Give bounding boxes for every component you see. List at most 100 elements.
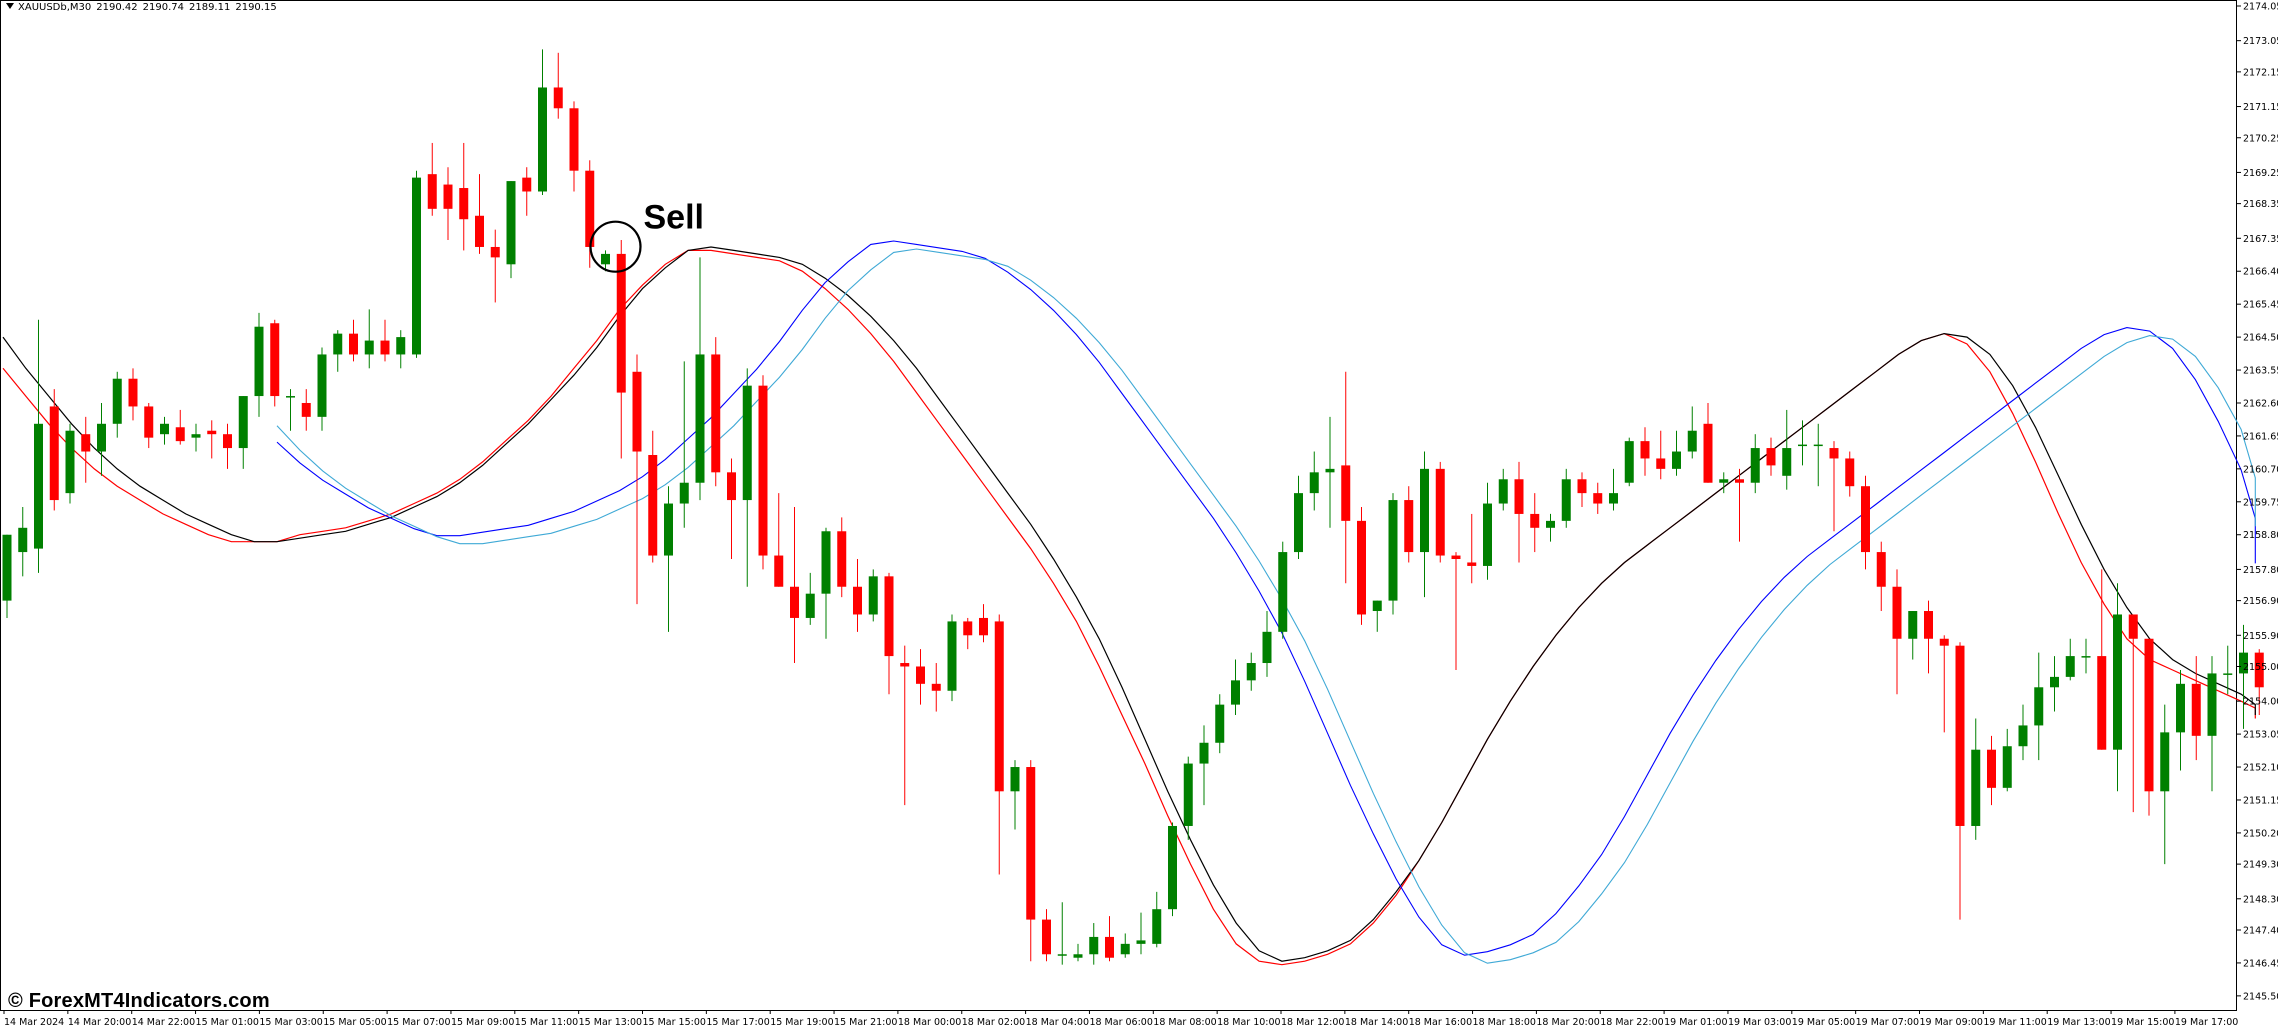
candle-body [963,621,973,636]
x-tick-label: 15 Mar 21:00 [834,1017,897,1028]
candle-body [979,617,988,636]
ohlc-high: 2190.74 [142,2,184,13]
ohlc-close: 2190.15 [235,2,277,13]
y-tick-label: 2160.70 [2243,464,2278,475]
x-tick-label: 18 Mar 06:00 [1089,1017,1152,1028]
candle-body [223,434,232,449]
candle-body [1483,503,1492,566]
candle-body [2018,725,2028,747]
y-tick-label: 2173.05 [2243,36,2278,47]
candle-body [2,534,12,601]
ohlc-open: 2190.42 [96,2,138,13]
candle-body [65,430,75,494]
candle-body [1388,500,1398,601]
candle-body [947,621,957,691]
y-tick-label: 2163.55 [2243,366,2278,377]
candle-body [1372,600,1382,612]
x-tick-label: 15 Mar 17:00 [706,1017,769,1028]
candle-body [1987,749,1996,788]
candle-body [1404,500,1414,553]
candle-body [648,454,658,556]
candle-body [1624,441,1634,483]
candle-body [601,253,610,265]
y-tick-label: 2168.35 [2243,199,2278,210]
candle-body [569,108,579,171]
candle-body [1703,423,1713,483]
y-tick-label: 2148.30 [2243,894,2278,905]
x-tick-label: 14 Mar 20:00 [68,1017,131,1028]
candle-body [191,434,201,438]
y-tick-label: 2155.00 [2243,662,2278,673]
y-tick-label: 2147.40 [2243,925,2278,936]
x-tick-label: 19 Mar 11:00 [1983,1017,2046,1028]
candle-body [506,181,516,265]
chart-header: XAUUSDb,M30 2190.42 2190.74 2189.11 2190.15 [6,2,282,13]
ma-line-blue [276,240,2256,956]
plot-frame [0,0,2237,1011]
candle-body [1357,520,1366,615]
x-tick-label: 15 Mar 01:00 [196,1017,259,1028]
candle-body [1105,936,1114,958]
candle-body [1577,479,1587,494]
candle-body [821,531,831,594]
candle-body [1798,444,1807,447]
candle-body [286,396,295,398]
y-tick-label: 2165.45 [2243,300,2278,311]
x-tick-label: 15 Mar 11:00 [515,1017,578,1028]
x-tick-label: 19 Mar 09:00 [1920,1017,1983,1028]
y-tick-label: 2150.20 [2243,828,2278,839]
candle-body [81,434,91,452]
candle-body [2223,673,2233,675]
candle-body [380,340,390,355]
candle-body [2081,656,2091,658]
candle-body [1136,940,1146,944]
x-tick-label: 15 Mar 15:00 [643,1017,706,1028]
candle-body [931,683,941,691]
candle-body [664,503,673,556]
price-axis[interactable]: 2174.05 2173.05 2172.15 2171.15 2170.25 2169.… [2236,2,2278,1003]
x-tick-label: 15 Mar 19:00 [770,1017,833,1028]
candle-body [1026,767,1036,920]
candle-body [128,378,138,407]
sell-signal: Sell [589,199,704,273]
candle-body [1152,909,1162,944]
x-tick-label: 19 Mar 15:00 [2111,1017,2174,1028]
x-tick-label: 18 Mar 10:00 [1217,1017,1280,1028]
dropdown-triangle-icon[interactable] [6,3,14,9]
candle-body [1861,486,1870,553]
candle-body [97,423,106,452]
candle-body [18,527,28,553]
candle-body [2128,614,2138,639]
candle-body [1656,458,1666,469]
y-tick-label: 2169.25 [2243,168,2278,179]
candle-body [1341,465,1351,521]
candle-body [2097,656,2107,750]
candles [2,49,2264,965]
time-axis[interactable]: 14 Mar 2024 14 Mar 20:00 14 Mar 22:00 15 Ma… [3,1010,2238,1028]
candle-body [1262,631,1272,664]
signal-circle [589,220,642,273]
y-tick-label: 2161.65 [2243,431,2278,442]
x-tick-label: 19 Mar 13:00 [2047,1017,2110,1028]
candle-body [475,215,484,247]
candle-body [1750,448,1760,483]
y-tick-label: 2166.40 [2243,267,2278,278]
x-tick-label: 18 Mar 22:00 [1600,1017,1663,1028]
signal-label: Sell [644,199,704,237]
candle-body [301,402,311,417]
candle-body [2050,676,2059,688]
candle-body [270,323,280,397]
candle-body [1735,479,1744,483]
x-tick-label: 15 Mar 13:00 [579,1017,642,1028]
candle-body [2002,746,2012,788]
x-tick-label: 18 Mar 20:00 [1536,1017,1599,1028]
candle-body [632,371,642,452]
candle-body [1420,468,1429,553]
candle-body [2034,687,2044,726]
candle-body [1278,552,1288,632]
x-tick-label: 15 Mar 03:00 [259,1017,322,1028]
candle-body [1845,458,1855,487]
y-tick-label: 2156.90 [2243,596,2278,607]
x-tick-label: 15 Mar 07:00 [387,1017,450,1028]
